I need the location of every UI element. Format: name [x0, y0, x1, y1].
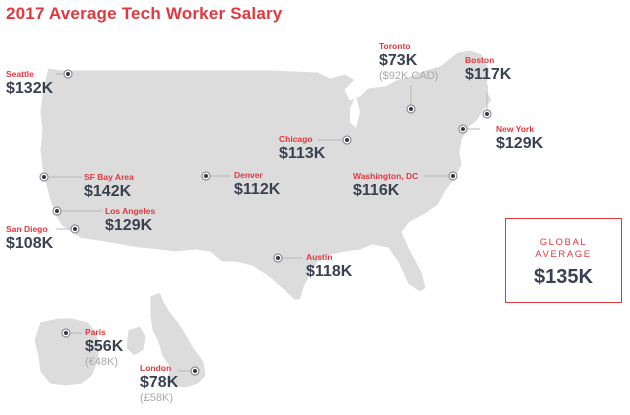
marker-seattle[interactable] [63, 69, 73, 79]
marker-washington[interactable] [448, 171, 458, 181]
ireland-landmass [125, 325, 147, 357]
global-label-line1: GLOBAL [539, 237, 588, 248]
city-local-salary: ($92K CAD) [379, 69, 439, 82]
city-salary: $112K [234, 180, 281, 198]
city-salary: $78K [140, 373, 179, 391]
city-name: Seattle [6, 69, 34, 79]
city-local-salary: (£58K) [140, 391, 174, 404]
global-average-box: GLOBAL AVERAGE $135K [505, 218, 622, 303]
city-salary: $73K [379, 51, 418, 69]
city-salary: $132K [6, 79, 54, 97]
marker-sandiego[interactable] [70, 224, 80, 234]
marker-chicago[interactable] [342, 135, 352, 145]
uk-landmass [149, 291, 207, 389]
city-label-chicago: Chicago $113K [279, 135, 325, 162]
city-name: Toronto [379, 41, 411, 51]
city-label-boston: Boston $117K [465, 56, 511, 83]
city-name: SF Bay Area [84, 172, 134, 182]
city-label-austin: Austin $118K [306, 253, 352, 280]
marker-london[interactable] [190, 366, 200, 376]
city-salary: $118K [306, 262, 353, 280]
page-title: 2017 Average Tech Worker Salary [6, 4, 283, 23]
marker-boston[interactable] [482, 109, 492, 119]
marker-toronto[interactable] [406, 104, 416, 114]
city-salary: $116K [353, 181, 400, 199]
city-salary: $129K [496, 134, 544, 152]
city-salary: $142K [84, 182, 132, 200]
city-salary: $117K [465, 65, 512, 83]
city-label-seattle: Seattle $132K [6, 70, 53, 97]
global-average-value: $135K [534, 265, 593, 288]
marker-paris[interactable] [61, 328, 71, 338]
great-lakes [350, 96, 360, 128]
marker-denver[interactable] [201, 171, 211, 181]
marker-austin[interactable] [273, 253, 283, 263]
city-salary: $129K [105, 216, 153, 234]
marker-sfbay[interactable] [39, 172, 49, 182]
marker-la[interactable] [52, 206, 62, 216]
france-landmass [33, 317, 101, 387]
city-name: Denver [234, 170, 263, 180]
city-label-newyork: New York $129K [496, 125, 543, 152]
city-label-washington: Washington, DC $116K [353, 172, 418, 199]
marker-newyork[interactable] [458, 124, 468, 134]
city-name: Chicago [279, 134, 313, 144]
city-salary: $56K [85, 337, 124, 355]
city-name: New York [496, 124, 534, 134]
city-label-london: London $78K (£58K) [140, 364, 178, 404]
city-name: San Diego [6, 224, 48, 234]
city-label-paris: Paris $56K (€48K) [85, 328, 123, 368]
city-label-sfbay: SF Bay Area $142K [84, 173, 134, 200]
city-salary: $108K [6, 234, 54, 252]
city-name: Los Angeles [105, 206, 156, 216]
city-name: Washington, DC [353, 171, 419, 181]
city-name: Austin [306, 252, 333, 262]
city-salary: $113K [279, 144, 326, 162]
city-local-salary: (€48K) [85, 355, 119, 368]
city-name: Paris [85, 327, 106, 337]
city-name: London [140, 363, 172, 373]
city-label-denver: Denver $112K [234, 171, 280, 198]
global-label-line2: AVERAGE [535, 248, 592, 260]
city-label-sandiego: San Diego $108K [6, 225, 53, 252]
city-label-toronto: Toronto $73K ($92K CAD) [379, 42, 438, 82]
city-label-la: Los Angeles $129K [105, 207, 155, 234]
usa-landmass [39, 49, 493, 301]
city-name: Boston [465, 55, 495, 65]
